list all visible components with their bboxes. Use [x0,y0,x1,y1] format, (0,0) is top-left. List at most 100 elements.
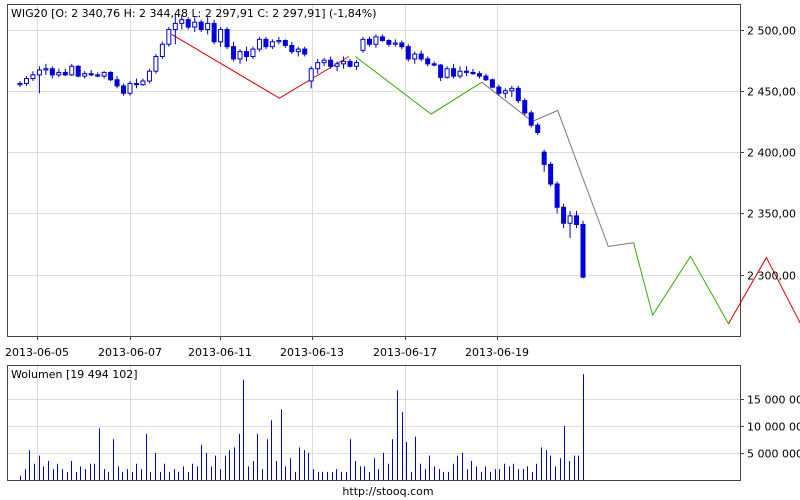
price-panel [7,4,741,337]
x-tick-label: 2013-06-05 [5,346,69,359]
candle [373,34,379,48]
candle [88,69,94,77]
candle [561,203,567,229]
candle [192,17,198,32]
candle [282,39,288,48]
x-tick-label: 2013-06-11 [188,346,252,359]
x-tick-label: 2013-06-19 [465,346,529,359]
candle [276,36,282,45]
volume-y-axis: 15 000 000 10 000 000 5 000 000 [740,394,800,461]
candle [69,63,75,77]
source-link[interactable]: http://stooq.com [342,485,433,498]
candle [289,41,295,55]
candle [250,46,256,59]
wave-line [728,256,800,324]
candle [483,73,489,82]
candles [17,14,586,279]
candle [179,14,185,30]
candle [218,27,224,47]
candle [62,68,68,77]
candle [470,68,476,75]
candle [341,56,347,69]
candle [172,14,178,45]
candle [17,81,23,88]
price-title: WIG20 [O: 2 340,76 H: 2 344,48 L: 2 297,… [11,7,377,20]
candle [231,41,237,62]
volume-tick-label: 15 000 000 [747,394,800,407]
candle [431,61,437,67]
candle [237,49,243,64]
candle [166,27,172,47]
candle [43,63,49,75]
candle [457,66,463,79]
candle [198,19,204,32]
candle [535,122,541,135]
candle [418,50,424,62]
candle [302,46,308,57]
candle [75,65,81,78]
candle [133,78,139,89]
wave-lines [171,33,800,324]
wave-line [481,81,634,248]
candle [392,39,398,47]
candle [49,66,55,79]
candle [489,78,495,89]
candle [412,51,418,64]
volume-grid [8,366,740,480]
candle [159,41,165,59]
candle [366,36,372,47]
candle [243,46,249,62]
volume-tick-label: 10 000 000 [747,421,800,434]
candle [476,71,482,79]
price-tick-label: 2 500,00 [747,25,796,38]
candle [399,40,405,50]
wave-line [171,33,350,99]
candle [451,63,457,79]
price-tick-label: 2 450,00 [747,86,796,99]
candle [444,66,450,79]
candle [101,71,107,79]
candle [347,58,353,68]
candle [567,210,573,238]
price-y-axis: 2 500,00 2 450,00 2 400,00 2 350,00 2 300,00 [740,25,796,283]
x-tick-label: 2013-06-17 [373,346,437,359]
candle [405,44,411,62]
price-tick-label: 2 400,00 [747,147,796,160]
candle [56,68,62,78]
x-tick-label: 2013-06-13 [280,346,344,359]
candle [502,88,508,99]
candle [509,85,515,97]
candle [95,72,101,78]
candle [30,71,36,82]
candle [263,36,269,50]
candle [464,66,470,77]
candle [224,27,230,50]
wave-line [354,56,483,115]
candle [425,56,431,67]
candle [379,34,385,42]
volume-bars [20,374,584,480]
candle [522,98,528,116]
candle [23,76,29,86]
candle [360,36,366,53]
candle [386,39,392,47]
candle [121,83,127,96]
candle [146,68,152,84]
volume-tick-label: 5 000 000 [747,448,800,461]
candle [315,58,321,74]
volume-title: Wolumen [19 494 102] [11,368,138,381]
candle [36,66,42,94]
candle [496,84,502,96]
candle [205,17,211,35]
candle [321,57,327,67]
candle [580,220,586,279]
candle [528,110,534,128]
candle [354,60,360,70]
candle [153,54,159,74]
candle [515,85,521,104]
x-tick-label: 2013-06-07 [98,346,162,359]
candle [127,81,133,96]
candle [438,63,444,82]
candle [114,76,120,89]
